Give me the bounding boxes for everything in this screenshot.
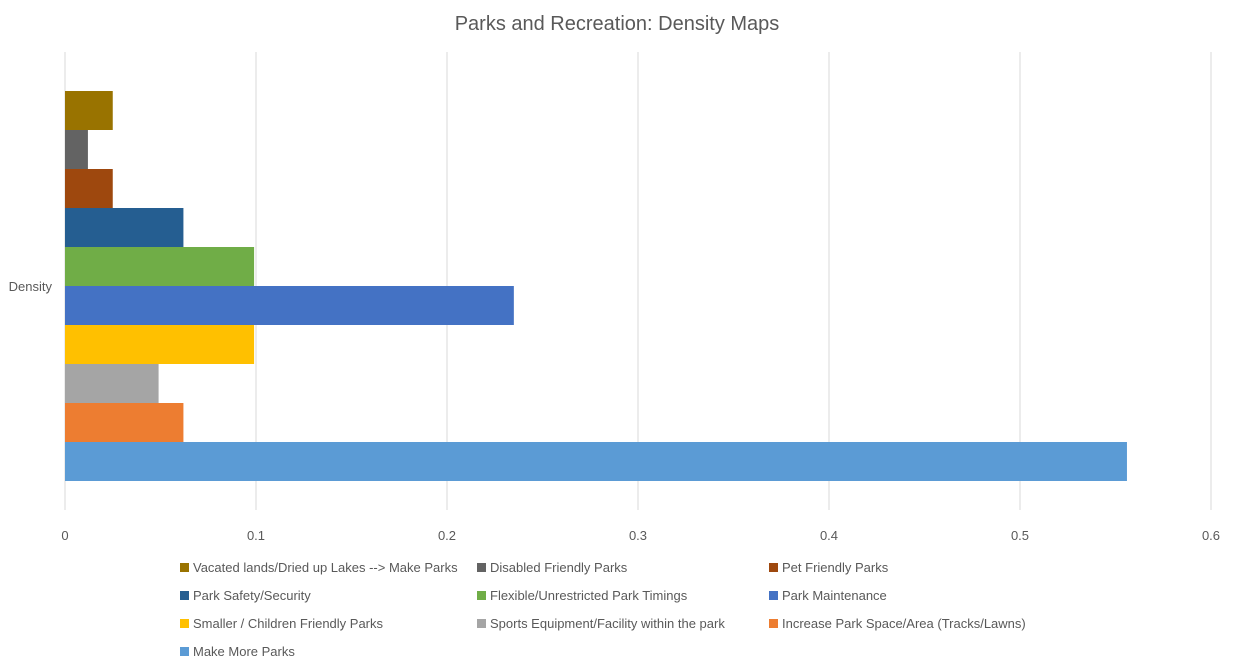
legend-swatch (769, 563, 778, 572)
x-axis-tick-labels: 0 0.1 0.2 0.3 0.4 0.5 0.6 (61, 528, 1220, 543)
legend-swatch (477, 619, 486, 628)
legend-swatch (477, 563, 486, 572)
legend-label: Flexible/Unrestricted Park Timings (490, 588, 688, 603)
legend-swatch (769, 619, 778, 628)
bar-vacated-lands-dried-up-lakes-make-parks (65, 91, 113, 130)
legend-swatch (180, 647, 189, 656)
bar-smaller-children-friendly-parks (65, 325, 255, 364)
bar-disabled-friendly-parks (65, 130, 88, 169)
x-tick-label: 0.1 (247, 528, 265, 543)
legend-item-smaller-children-friendly-parks: Smaller / Children Friendly Parks (180, 616, 384, 631)
x-tick-label: 0.4 (820, 528, 838, 543)
legend-item-park-safety-security: Park Safety/Security (180, 588, 311, 603)
bar-park-safety-security (65, 208, 184, 247)
bar-sports-equipment-facility-within-the-park (65, 364, 159, 403)
legend-item-make-more-parks: Make More Parks (180, 644, 295, 659)
legend-label: Increase Park Space/Area (Tracks/Lawns) (782, 616, 1026, 631)
bars (65, 91, 1127, 481)
legend-item-flexible-unrestricted-park-timings: Flexible/Unrestricted Park Timings (477, 588, 688, 603)
legend-label: Park Maintenance (782, 588, 887, 603)
legend-item-park-maintenance: Park Maintenance (769, 588, 887, 603)
x-tick-label: 0.5 (1011, 528, 1029, 543)
legend-swatch (180, 563, 189, 572)
x-tick-label: 0.2 (438, 528, 456, 543)
x-tick-label: 0 (61, 528, 68, 543)
legend-item-sports-equipment-facility-within-the-park: Sports Equipment/Facility within the par… (477, 616, 725, 631)
legend-label: Disabled Friendly Parks (490, 560, 628, 575)
legend-item-pet-friendly-parks: Pet Friendly Parks (769, 560, 889, 575)
legend-swatch (477, 591, 486, 600)
bar-park-maintenance (65, 286, 514, 325)
x-tick-label: 0.3 (629, 528, 647, 543)
y-axis-category-labels: Density (9, 279, 53, 294)
legend-label: Vacated lands/Dried up Lakes --> Make Pa… (193, 560, 458, 575)
bar-flexible-unrestricted-park-timings (65, 247, 255, 286)
gridlines (64, 52, 1212, 510)
legend: Vacated lands/Dried up Lakes --> Make Pa… (180, 560, 1026, 659)
legend-swatch (769, 591, 778, 600)
legend-label: Smaller / Children Friendly Parks (193, 616, 384, 631)
legend-label: Pet Friendly Parks (782, 560, 889, 575)
legend-item-disabled-friendly-parks: Disabled Friendly Parks (477, 560, 628, 575)
y-category-label: Density (9, 279, 53, 294)
legend-label: Make More Parks (193, 644, 295, 659)
legend-label: Sports Equipment/Facility within the par… (490, 616, 725, 631)
x-tick-label: 0.6 (1202, 528, 1220, 543)
bar-increase-park-space-area-tracks-lawns (65, 403, 184, 442)
chart-title: Parks and Recreation: Density Maps (455, 13, 780, 35)
legend-swatch (180, 591, 189, 600)
bar-make-more-parks (65, 442, 1127, 481)
legend-swatch (180, 619, 189, 628)
bar-pet-friendly-parks (65, 169, 113, 208)
legend-item-vacated-lands-dried-up-lakes-make-parks: Vacated lands/Dried up Lakes --> Make Pa… (180, 560, 458, 575)
legend-label: Park Safety/Security (193, 588, 311, 603)
legend-item-increase-park-space-area-tracks-lawns: Increase Park Space/Area (Tracks/Lawns) (769, 616, 1026, 631)
